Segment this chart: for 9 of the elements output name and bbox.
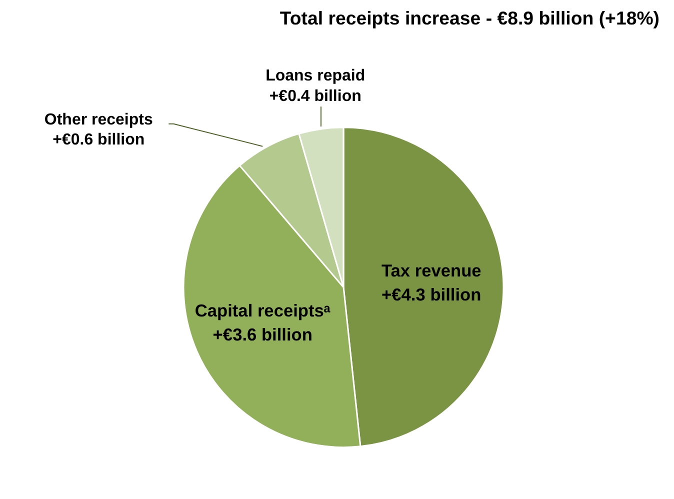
slice-label: Capital receiptsᵃ: [194, 300, 331, 321]
data-label: +€3.6 billion: [212, 324, 312, 345]
chart-title: Total receipts increase - €8.9 billion (+18%): [280, 8, 660, 28]
data-label: +€4.3 billion: [382, 284, 482, 305]
slice-label: Tax revenue: [381, 260, 482, 281]
slice-label: Loans repaid: [266, 68, 366, 85]
slice-label: Other receipts: [44, 111, 153, 128]
data-label: +€0.4 billion: [269, 88, 362, 105]
data-label: +€0.6 billion: [52, 132, 145, 149]
